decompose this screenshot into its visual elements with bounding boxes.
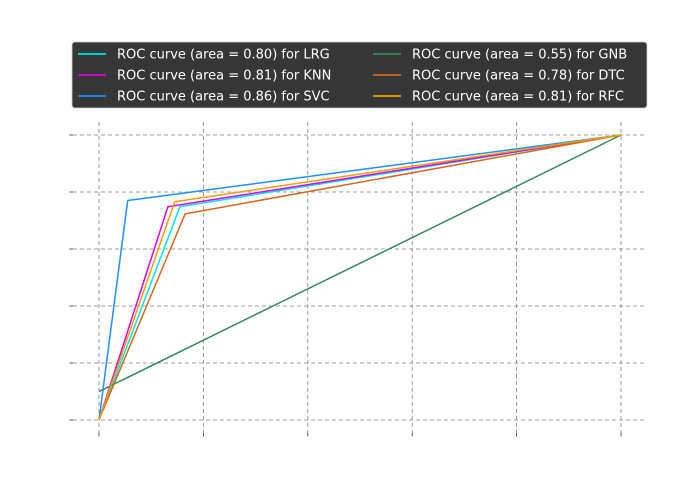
legend-label-3: ROC curve (area = 0.55) for GNB — [412, 48, 627, 63]
legend-label-1: ROC curve (area = 0.81) for KNN — [117, 69, 331, 84]
series-line-3 — [98, 134, 622, 393]
series-line-5 — [98, 134, 622, 421]
series-line-2 — [98, 134, 622, 421]
legend-label-0: ROC curve (area = 0.80) for LRG — [117, 48, 330, 63]
series-line-4 — [98, 134, 622, 421]
series-lines — [98, 134, 622, 421]
series-line-0 — [98, 134, 622, 421]
legend: ROC curve (area = 0.80) for LRG ROC curve… — [71, 41, 648, 109]
series-line-1 — [98, 134, 622, 421]
legend-label-4: ROC curve (area = 0.78) for DTC — [412, 69, 625, 84]
legend-label-2: ROC curve (area = 0.86) for SVC — [117, 90, 330, 105]
legend-label-5: ROC curve (area = 0.81) for RFC — [412, 90, 624, 105]
legend-box — [71, 41, 648, 109]
grid — [69, 122, 647, 437]
